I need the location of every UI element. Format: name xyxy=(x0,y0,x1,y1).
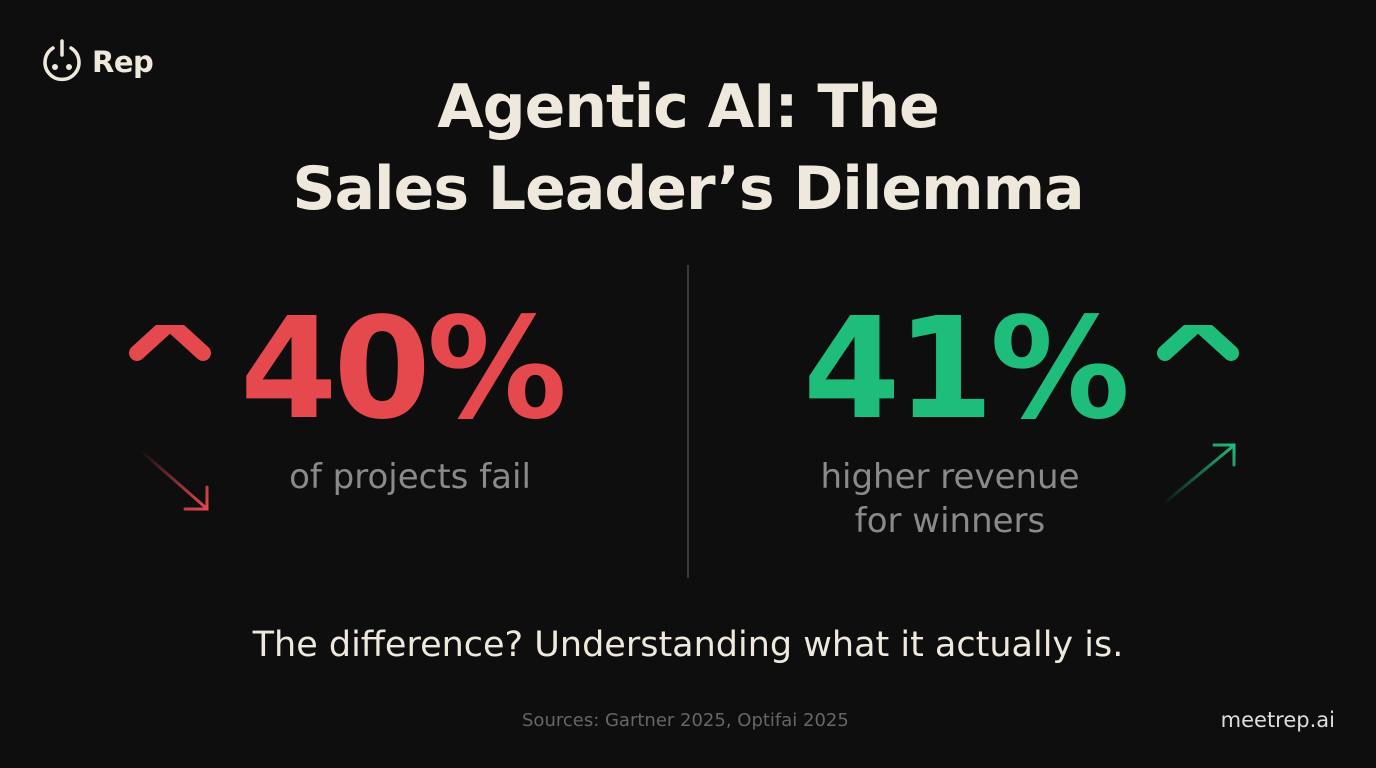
brand-logo: Rep xyxy=(40,38,154,86)
title-line-1: Agentic AI: The xyxy=(437,72,939,142)
stat-revenue-label: higher revenue for winners xyxy=(790,455,1110,543)
arrow-up-and-down-right-icon xyxy=(129,325,211,511)
stat-revenue-value: 41% xyxy=(803,288,1130,451)
sources-note: Sources: Gartner 2025, Optifai 2025 xyxy=(522,710,849,731)
stat-fail-value: 40% xyxy=(240,288,567,451)
tagline: The difference? Understanding what it ac… xyxy=(252,625,1124,665)
brand-name: Rep xyxy=(92,45,154,79)
site-link[interactable]: meetrep.ai xyxy=(1220,708,1335,732)
page-title: Agentic AI: The Sales Leader’s Dilemma xyxy=(0,66,1376,230)
title-line-2: Sales Leader’s Dilemma xyxy=(292,154,1084,224)
power-face-icon xyxy=(43,39,81,82)
stat-revenue-label-line-2: for winners xyxy=(854,501,1046,541)
arrow-up-and-up-right-icon xyxy=(1157,325,1239,507)
stat-fail-label: of projects fail xyxy=(289,457,531,497)
divider xyxy=(687,265,689,578)
stat-revenue-label-line-1: higher revenue xyxy=(820,457,1080,497)
